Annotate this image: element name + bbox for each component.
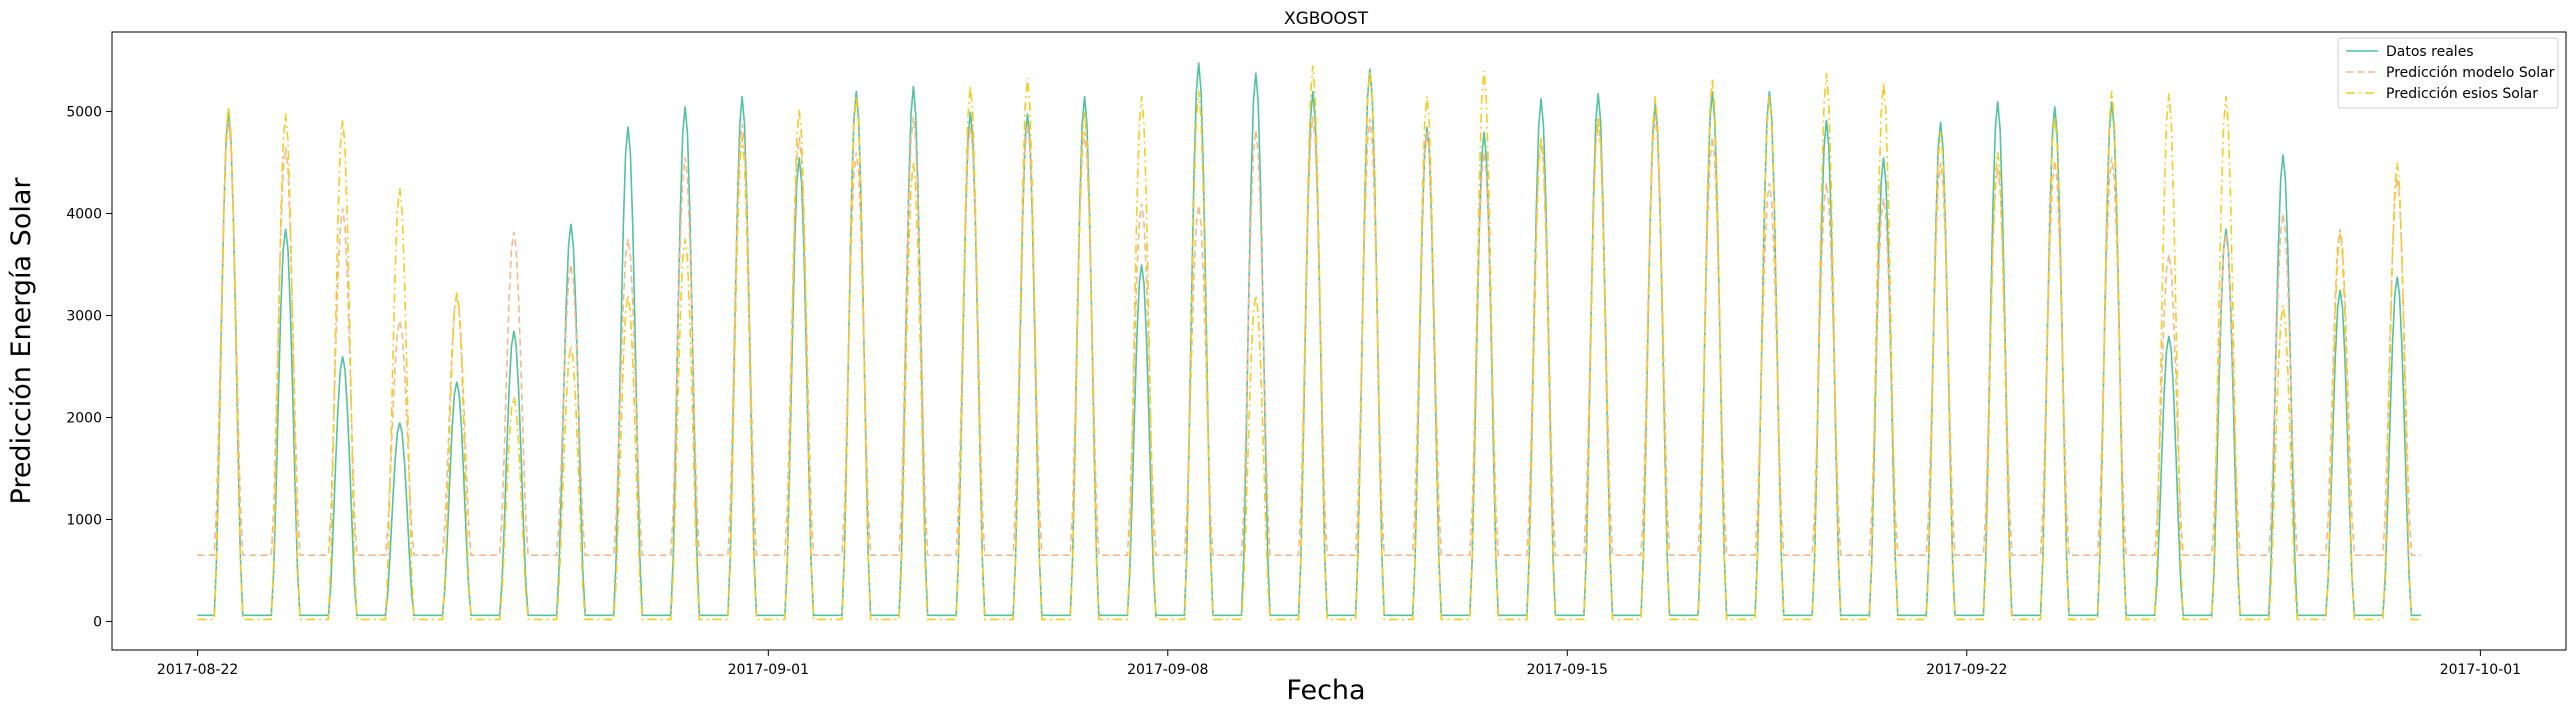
x-tick-label: 2017-09-22 (1926, 662, 2007, 678)
y-tick-label: 3000 (66, 309, 102, 325)
x-tick-label: 2017-08-22 (157, 662, 238, 678)
y-tick-label: 0 (93, 614, 102, 630)
y-tick-label: 1000 (66, 512, 102, 528)
legend-label: Datos reales (2386, 44, 2474, 60)
plot-area-frame (111, 31, 2567, 651)
plot-lines (197, 62, 2421, 621)
y-tick-label: 5000 (66, 105, 102, 121)
y-tick-label: 4000 (66, 207, 102, 223)
chart-title: XGBOOST (1284, 9, 1369, 29)
x-tick-label: 2017-10-01 (2440, 662, 2521, 678)
y-axis-label: Predicción Energía Solar (6, 177, 37, 505)
x-tick-label: 2017-09-08 (1127, 662, 1208, 678)
x-axis-label: Fecha (1286, 675, 1365, 706)
y-tick-label: 2000 (66, 410, 102, 426)
legend-label: Predicción esios Solar (2386, 86, 2538, 102)
series-line-2 (197, 116, 2421, 557)
legend-label: Predicción modelo Solar (2386, 65, 2555, 81)
legend: Datos reales Predicción modelo Solar Predi… (2337, 37, 2559, 109)
y-ticks: 0 1000 2000 3000 4000 5000 (66, 105, 112, 630)
x-ticks: 2017-08-22 2017-09-01 2017-09-08 2017-09-15… (157, 650, 2521, 678)
x-tick-label: 2017-09-15 (1527, 662, 1608, 678)
x-tick-label: 2017-09-01 (728, 662, 809, 678)
legend-box (2337, 37, 2559, 109)
